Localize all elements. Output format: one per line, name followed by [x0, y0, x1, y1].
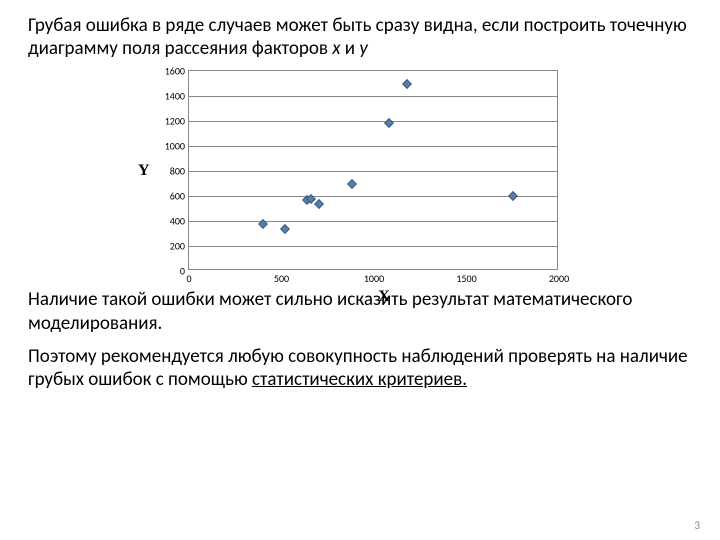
y-tick-label: 800 [170, 165, 189, 178]
y-tick-label: 600 [170, 190, 189, 203]
y-tick-label: 1200 [165, 115, 189, 128]
data-point [384, 118, 394, 128]
y-tick-label: 200 [170, 240, 189, 253]
x-tick-label: 2000 [549, 269, 569, 285]
gridline [189, 221, 557, 222]
y-axis-label: Y [138, 162, 150, 180]
gridline [189, 121, 557, 122]
gridline [189, 196, 557, 197]
paragraph-2: Наличие такой ошибки может сильно искази… [28, 288, 692, 334]
data-point [347, 179, 357, 189]
y-tick-label: 1600 [165, 65, 189, 78]
paragraph-3: Поэтому рекомендуется любую совокупность… [28, 345, 692, 391]
paragraph-intro: Грубая ошибка в ряде случаев может быть … [28, 14, 692, 60]
gridline [189, 171, 557, 172]
para1-y: y [359, 37, 368, 60]
y-tick-label: 1400 [165, 90, 189, 103]
x-tick-label: 1000 [364, 269, 384, 285]
gridline [189, 96, 557, 97]
para1-and: и [340, 37, 359, 60]
data-point [508, 191, 518, 201]
x-axis-label: X [378, 288, 390, 306]
para3-underlined: статистических критериев. [252, 368, 467, 391]
gridline [189, 246, 557, 247]
data-point [280, 224, 290, 234]
data-point [402, 79, 412, 89]
y-tick-label: 1000 [165, 140, 189, 153]
scatter-chart: Y 02004006008001000120014001600050010001… [140, 70, 580, 270]
x-tick-label: 0 [186, 269, 191, 285]
y-tick-label: 400 [170, 215, 189, 228]
gridline [189, 146, 557, 147]
page-number: 3 [694, 519, 700, 532]
x-tick-label: 500 [274, 269, 289, 285]
x-tick-label: 1500 [456, 269, 476, 285]
data-point [314, 199, 324, 209]
plot-area: 0200400600800100012001400160005001000150… [188, 70, 558, 270]
